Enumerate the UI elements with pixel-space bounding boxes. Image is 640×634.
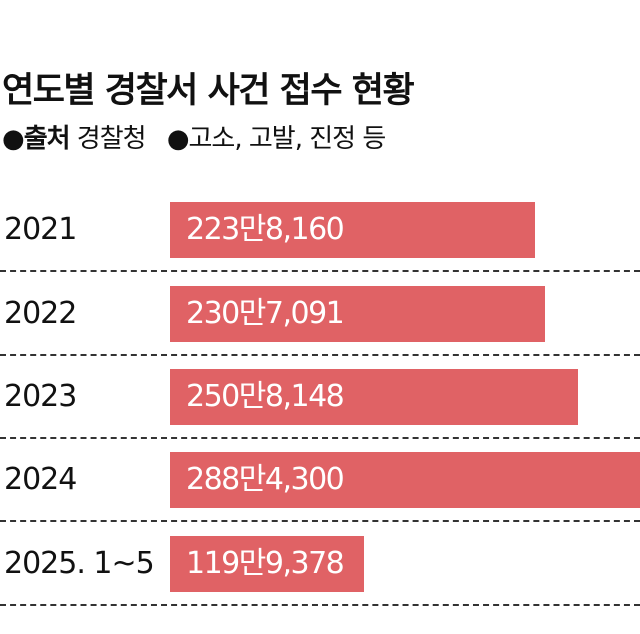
dashed-divider [0, 604, 640, 606]
bar: 288만4,300 [170, 452, 640, 508]
bar-value-label: 230만7,091 [186, 296, 345, 331]
year-label: 2023 [4, 379, 77, 414]
bar-row: 2022 230만7,091 [0, 286, 640, 370]
year-label: 2025. 1~5 [4, 546, 155, 581]
source-value: 경찰청 [76, 124, 147, 154]
bullet-icon: ● [166, 124, 190, 154]
dashed-divider [0, 437, 640, 439]
bar-row: 2021 223만8,160 [0, 202, 640, 286]
note-text: 고소, 고발, 진정 등 [188, 124, 387, 154]
dashed-divider [0, 520, 640, 522]
bar-value-label: 223만8,160 [186, 212, 345, 247]
bar-value-label: 288만4,300 [186, 462, 345, 497]
bar: 250만8,148 [170, 369, 578, 425]
source-label: 출처 [23, 124, 71, 154]
bar: 230만7,091 [170, 286, 545, 342]
bar-row: 2025. 1~5 119만9,378 [0, 536, 640, 620]
bar-row: 2024 288만4,300 [0, 452, 640, 536]
bar: 223만8,160 [170, 202, 535, 258]
chart-title: 연도별 경찰서 사건 접수 현황 [2, 71, 415, 111]
year-label: 2024 [4, 462, 77, 497]
bar-row: 2023 250만8,148 [0, 369, 640, 453]
year-label: 2022 [4, 296, 77, 331]
year-label: 2021 [4, 212, 77, 247]
bullet-icon: ● [2, 124, 25, 154]
bar-value-label: 119만9,378 [186, 546, 345, 581]
chart-subtitle: ●출처 경찰청 ●고소, 고발, 진정 등 [2, 118, 387, 155]
bar: 119만9,378 [170, 536, 364, 592]
bar-value-label: 250만8,148 [186, 379, 345, 414]
dashed-divider [0, 270, 640, 272]
dashed-divider [0, 354, 640, 356]
